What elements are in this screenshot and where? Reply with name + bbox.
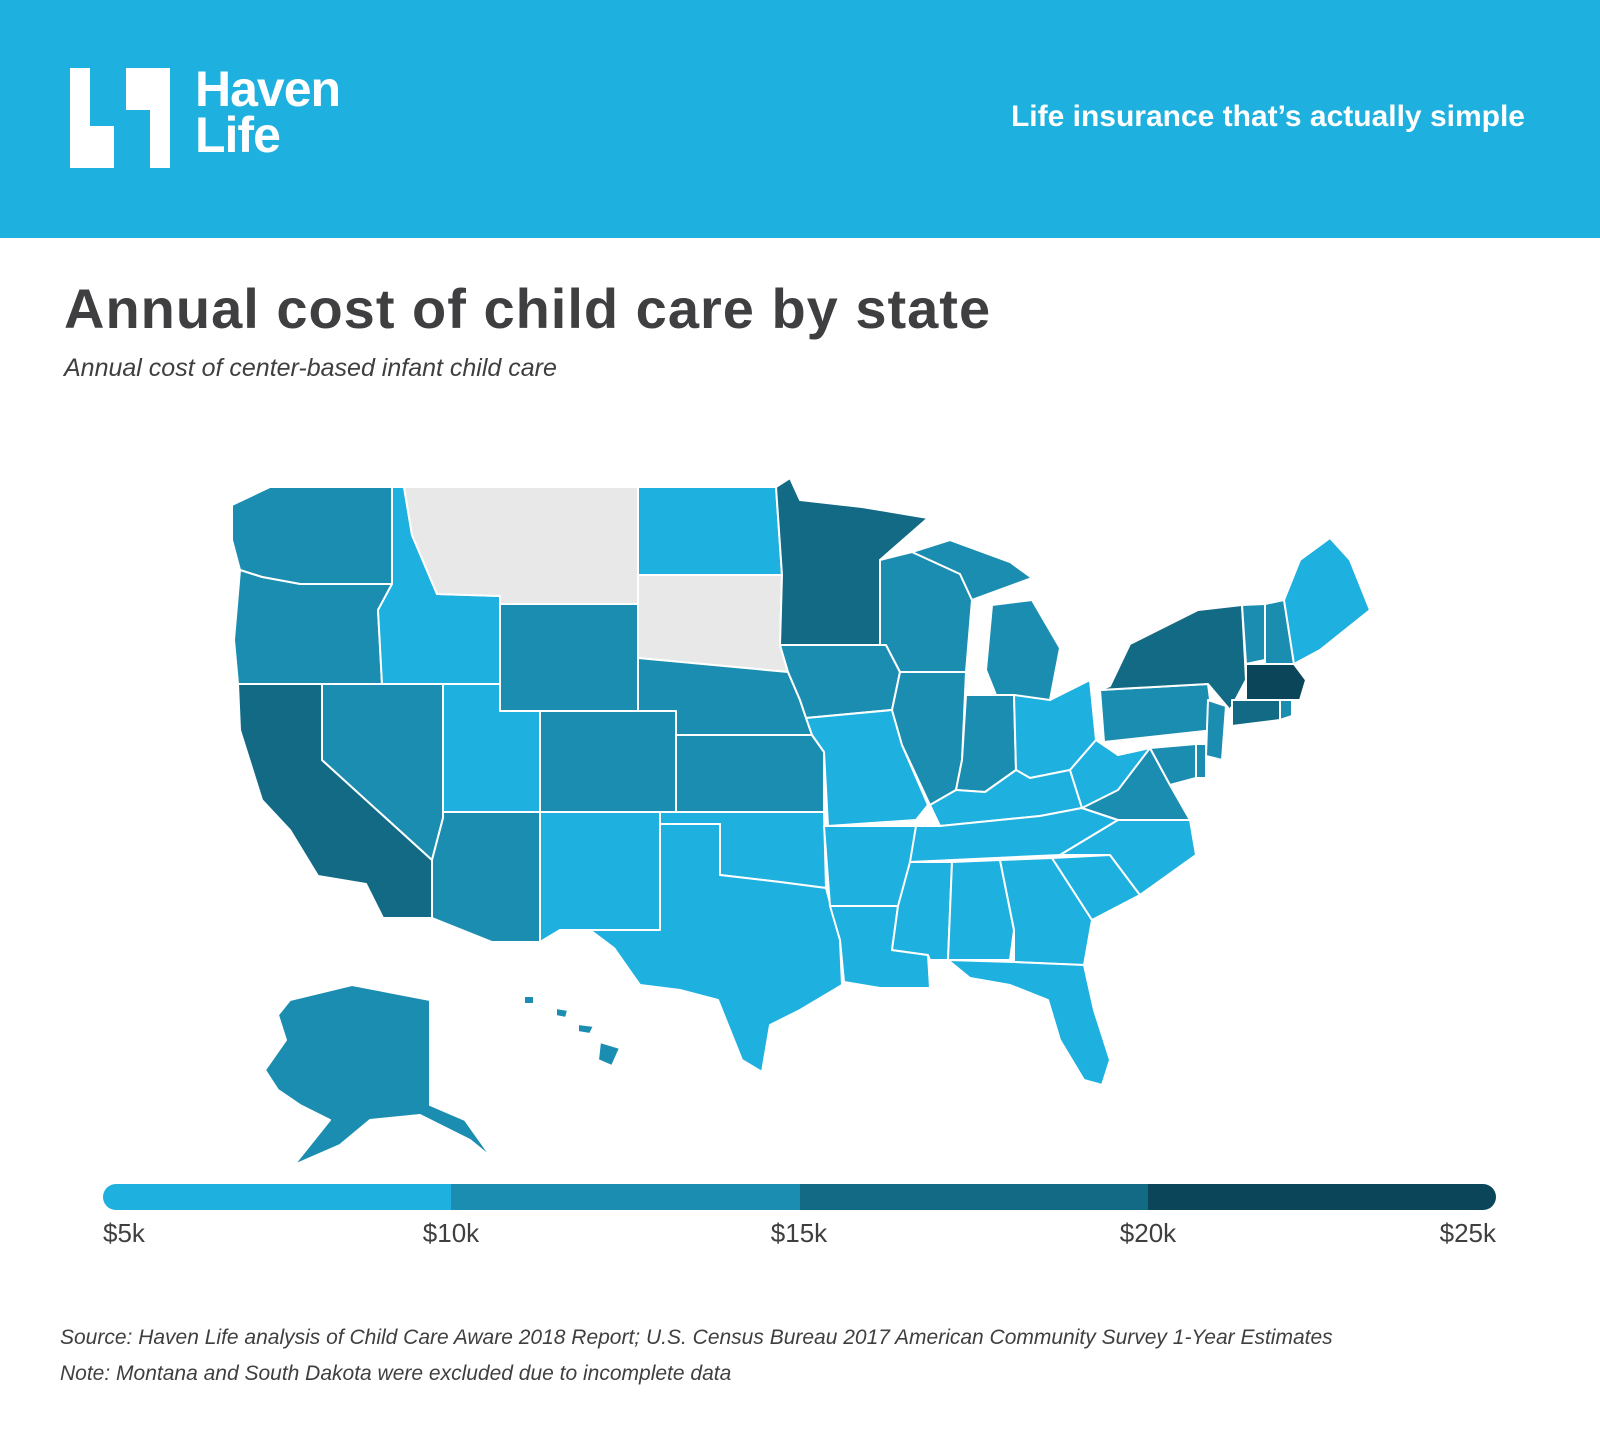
state-hawaii: [523, 995, 621, 1067]
state-vermont: [1241, 603, 1266, 665]
state-connecticut: [1231, 699, 1281, 727]
state-alabama: [947, 859, 1015, 961]
state-florida: [947, 959, 1111, 1086]
state-north-dakota: [637, 486, 783, 576]
state-maine: [1283, 537, 1371, 665]
state-michigan-upper: [911, 539, 1033, 601]
state-montana: [403, 486, 639, 605]
state-washington: [231, 486, 393, 585]
legend-tick-label: $10k: [422, 1218, 480, 1248]
state-delaware: [1195, 743, 1207, 779]
state-hawaii-island-2: [555, 1007, 569, 1019]
legend-tick-label: $5k: [103, 1218, 145, 1248]
logo-line-2: Life: [195, 107, 281, 163]
tagline: Life insurance that’s actually simple: [1010, 100, 1525, 133]
chart-title: Annual cost of child care by state: [64, 277, 992, 340]
legend-tick-label: $20k: [1119, 1218, 1177, 1248]
logo-wordmark: Haven Life: [195, 61, 341, 163]
header-banner: Haven Life Life insurance that’s actuall…: [0, 0, 1600, 238]
state-alaska: [264, 984, 493, 1166]
state-pennsylvania: [1099, 683, 1215, 743]
source-note: Source: Haven Life analysis of Child Car…: [60, 1326, 1333, 1349]
state-rhode-island: [1279, 699, 1293, 721]
haven-life-logo-icon: [70, 68, 170, 168]
state-michigan: [985, 599, 1061, 706]
state-hawaii-island-3: [577, 1023, 595, 1035]
legend-tick-labels: $5k $10k $15k $20k $25k: [0, 1218, 1600, 1258]
state-new-jersey: [1205, 699, 1227, 761]
state-wyoming: [499, 603, 639, 712]
legend-bin-15-20k: [799, 1184, 1148, 1210]
legend-tick-label: $25k: [1439, 1218, 1496, 1248]
state-kansas: [675, 734, 825, 813]
logo-line-1: Haven: [195, 61, 341, 117]
state-oregon: [233, 569, 393, 685]
legend-bin-10-15k: [451, 1184, 800, 1210]
state-arizona: [431, 811, 541, 943]
state-hawaii-island-1: [523, 995, 535, 1005]
exclusion-note: Note: Montana and South Dakota were excl…: [60, 1362, 732, 1385]
state-texas: [589, 823, 843, 1073]
state-new-mexico: [539, 811, 661, 943]
legend-color-scale: [103, 1184, 1496, 1210]
state-minnesota: [775, 477, 929, 646]
legend-tick-label: $15k: [770, 1218, 828, 1248]
state-massachusetts: [1245, 663, 1307, 701]
legend-bin-20-25k: [1147, 1184, 1496, 1210]
state-colorado: [539, 710, 677, 813]
legend-bin-5-10k: [103, 1184, 452, 1210]
state-south-dakota: [637, 574, 789, 673]
state-hawaii-island-4: [597, 1041, 621, 1067]
chart-subtitle: Annual cost of center-based infant child…: [64, 354, 557, 382]
us-choropleth-map: [231, 477, 1371, 1166]
